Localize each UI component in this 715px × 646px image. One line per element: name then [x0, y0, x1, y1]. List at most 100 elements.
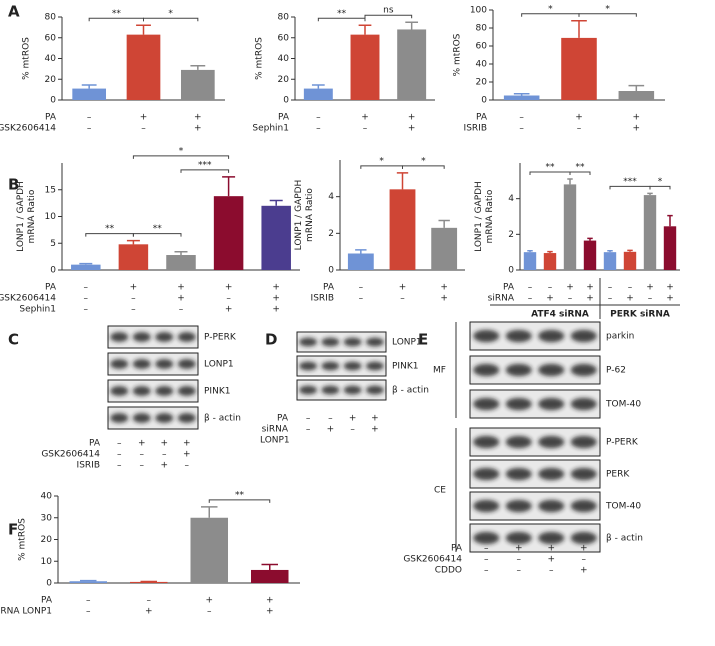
- condition-name: ISRIB: [464, 124, 487, 134]
- condition-name: siRNA: [488, 294, 515, 304]
- condition-name: PA: [503, 283, 515, 293]
- band-label: parkin: [606, 332, 634, 342]
- significance-bracket: [317, 17, 366, 22]
- blot-band: [538, 435, 565, 449]
- panel-letter: A: [8, 3, 20, 21]
- condition-mark: –: [577, 124, 582, 134]
- y-tick-label: 15: [45, 185, 56, 195]
- error-bar: [396, 172, 409, 190]
- error-bar: [627, 249, 633, 252]
- y-tick-label: 20: [278, 75, 290, 85]
- blot-band: [473, 363, 500, 377]
- condition-mark: –: [528, 283, 533, 293]
- condition-mark: –: [87, 113, 92, 123]
- blot-band: [538, 397, 565, 411]
- condition-mark: +: [266, 607, 274, 617]
- condition-mark: +: [145, 607, 153, 617]
- blot-band: [570, 397, 597, 411]
- condition-mark: –: [207, 607, 212, 617]
- blot-band: [538, 363, 565, 377]
- y-tick-label: 2: [508, 230, 514, 240]
- blot-band: [505, 467, 532, 481]
- condition-mark: +: [327, 425, 335, 435]
- blot-band: [343, 337, 362, 347]
- condition-mark: –: [350, 425, 355, 435]
- condition-name: ISRIB: [77, 461, 100, 471]
- condition-name: siRNA LONP1: [0, 607, 52, 617]
- blot-band: [155, 386, 174, 396]
- band-label: PINK1: [392, 362, 418, 372]
- panel-letter: F: [8, 521, 18, 539]
- y-axis-label: mRNA Ratio: [305, 188, 315, 242]
- error-bar: [311, 84, 325, 89]
- significance-bracket: [132, 233, 182, 237]
- bar: [72, 88, 107, 100]
- error-bar: [190, 65, 206, 70]
- error-bar: [438, 219, 450, 228]
- y-tick-label: 60: [476, 42, 488, 52]
- condition-mark: –: [86, 607, 91, 617]
- error-bar: [222, 176, 236, 197]
- group-name: MF: [433, 366, 446, 376]
- band-label: P-PERK: [204, 333, 237, 343]
- blot-band: [570, 329, 597, 343]
- condition-mark: +: [666, 294, 674, 304]
- condition-mark: +: [580, 566, 588, 576]
- blot-band: [110, 413, 129, 423]
- significance-bracket: [609, 185, 651, 190]
- blot-band: [570, 467, 597, 481]
- blot-band: [365, 337, 384, 347]
- condition-note: LONP1: [260, 436, 290, 446]
- condition-mark: +: [272, 294, 280, 304]
- condition-mark: +: [138, 439, 146, 449]
- blot-strip: [107, 352, 199, 376]
- bar: [303, 88, 333, 100]
- blot-band: [132, 413, 151, 423]
- y-tick-label: 20: [41, 535, 53, 545]
- condition-mark: +: [440, 294, 448, 304]
- significance-bracket: [143, 17, 199, 22]
- bar: [118, 244, 149, 270]
- bar: [663, 226, 677, 270]
- condition-mark: +: [546, 294, 554, 304]
- y-tick-label: 2: [328, 229, 334, 239]
- bar: [563, 184, 577, 270]
- condition-mark: +: [586, 294, 594, 304]
- bar: [561, 37, 597, 100]
- significance-label: *: [548, 4, 553, 14]
- bar: [69, 581, 108, 583]
- group-label: ATF4 siRNA: [531, 310, 589, 320]
- error-bar: [136, 24, 151, 35]
- condition-mark: –: [140, 450, 145, 460]
- significance-label: *: [179, 146, 184, 156]
- significance-bracket: [208, 499, 271, 503]
- condition-mark: +: [266, 596, 274, 606]
- bar: [431, 227, 458, 270]
- condition-mark: +: [205, 596, 213, 606]
- bar: [623, 251, 637, 270]
- condition-name: PA: [451, 544, 463, 554]
- y-axis-label: mRNA Ratio: [27, 189, 37, 243]
- error-bar: [587, 237, 593, 241]
- blot-band: [538, 467, 565, 481]
- condition-mark: –: [141, 124, 146, 134]
- condition-mark: –: [226, 294, 231, 304]
- bar: [129, 581, 168, 583]
- condition-mark: –: [316, 113, 321, 123]
- blot-band: [570, 363, 597, 377]
- condition-mark: –: [117, 450, 122, 460]
- bar: [126, 34, 161, 101]
- y-tick-label: 20: [476, 78, 488, 88]
- condition-mark: +: [183, 439, 191, 449]
- band-label: β - actin: [392, 386, 429, 396]
- y-tick-label: 60: [45, 33, 57, 43]
- bar: [190, 517, 229, 583]
- condition-name: PA: [278, 113, 290, 123]
- y-axis-label: % mtROS: [22, 37, 32, 80]
- condition-mark: +: [626, 294, 634, 304]
- condition-mark: +: [177, 283, 185, 293]
- condition-mark: –: [528, 294, 533, 304]
- bar: [389, 189, 416, 270]
- blot-band: [538, 531, 565, 545]
